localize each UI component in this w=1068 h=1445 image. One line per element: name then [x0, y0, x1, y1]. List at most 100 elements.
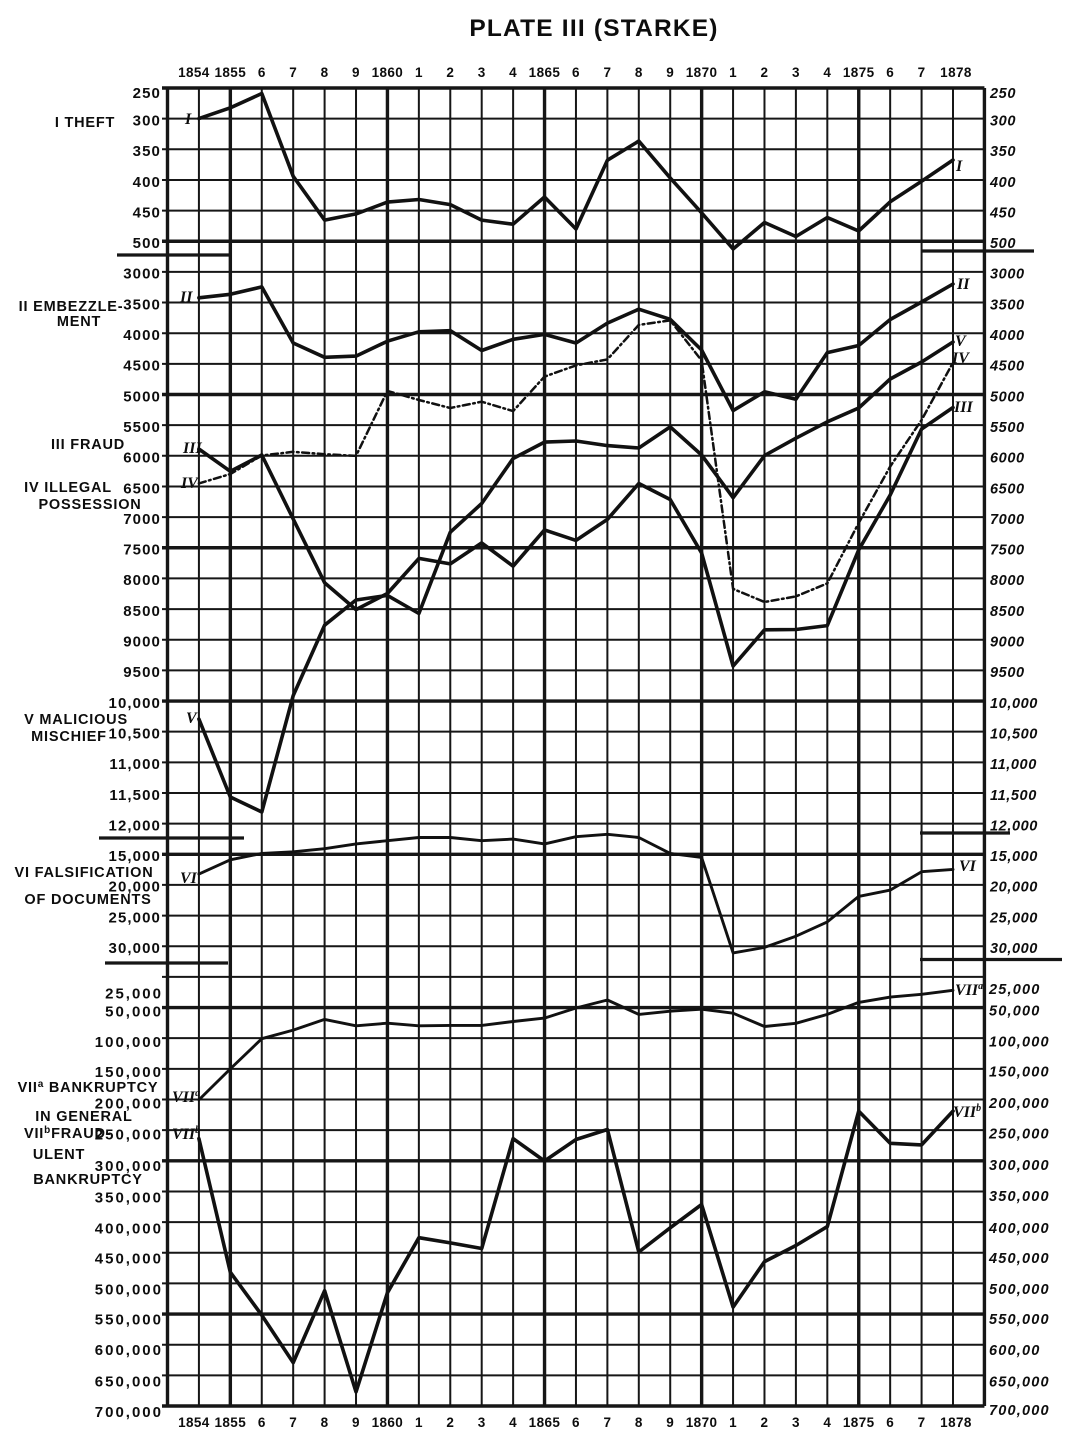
- svg-text:100,000: 100,000: [95, 1034, 163, 1051]
- svg-text:I: I: [184, 111, 192, 128]
- svg-text:VIIa: VIIa: [955, 981, 983, 999]
- svg-text:25,000: 25,000: [988, 982, 1041, 998]
- svg-text:500,000: 500,000: [95, 1282, 163, 1299]
- svg-text:8: 8: [321, 1415, 329, 1430]
- svg-text:7: 7: [289, 1415, 297, 1430]
- svg-text:V: V: [186, 710, 198, 727]
- svg-text:II EMBEZZLE-: II EMBEZZLE-: [19, 299, 124, 315]
- svg-text:9: 9: [666, 1415, 674, 1430]
- svg-text:25,000: 25,000: [105, 986, 163, 1003]
- svg-text:8: 8: [635, 65, 643, 80]
- svg-text:350,000: 350,000: [95, 1190, 163, 1207]
- svg-text:400: 400: [133, 174, 161, 191]
- svg-text:IV: IV: [951, 350, 970, 367]
- svg-text:450: 450: [989, 205, 1016, 221]
- svg-text:III: III: [953, 399, 973, 416]
- svg-text:VIIb: VIIb: [953, 1103, 981, 1121]
- svg-text:VIIbFRAUD-: VIIbFRAUD-: [24, 1125, 111, 1142]
- svg-text:V MALICIOUS: V MALICIOUS: [24, 712, 128, 728]
- svg-text:3: 3: [792, 65, 800, 80]
- svg-text:550,000: 550,000: [989, 1312, 1050, 1328]
- svg-text:10,000: 10,000: [990, 696, 1038, 712]
- svg-text:1875: 1875: [843, 65, 875, 80]
- svg-text:300: 300: [990, 114, 1016, 130]
- svg-text:II: II: [179, 289, 193, 306]
- svg-text:1875: 1875: [843, 1415, 875, 1430]
- svg-text:700,000: 700,000: [95, 1404, 163, 1421]
- svg-text:I: I: [955, 158, 963, 175]
- svg-text:400,000: 400,000: [988, 1221, 1050, 1237]
- svg-text:200,000: 200,000: [988, 1096, 1050, 1112]
- svg-text:350: 350: [990, 144, 1016, 160]
- svg-text:9000: 9000: [123, 634, 161, 651]
- svg-text:8500: 8500: [123, 603, 161, 620]
- svg-text:6: 6: [572, 1415, 580, 1430]
- svg-text:IV ILLEGAL: IV ILLEGAL: [24, 480, 112, 496]
- svg-text:8000: 8000: [990, 573, 1025, 589]
- svg-text:7000: 7000: [990, 512, 1025, 528]
- svg-text:9: 9: [666, 65, 674, 80]
- svg-text:7500: 7500: [123, 542, 161, 559]
- svg-text:IN GENERAL: IN GENERAL: [35, 1109, 132, 1125]
- svg-text:3: 3: [478, 65, 486, 80]
- svg-text:6: 6: [572, 65, 580, 80]
- svg-text:450,000: 450,000: [988, 1251, 1050, 1267]
- svg-text:400: 400: [989, 175, 1016, 191]
- svg-text:12,000: 12,000: [990, 818, 1038, 834]
- svg-text:VIIb: VIIb: [172, 1125, 200, 1143]
- svg-text:1: 1: [415, 65, 423, 80]
- svg-text:25,000: 25,000: [109, 909, 161, 926]
- svg-text:VI FALSIFICATION: VI FALSIFICATION: [14, 865, 153, 881]
- svg-text:VI: VI: [180, 870, 198, 887]
- svg-text:25,000: 25,000: [989, 910, 1038, 926]
- svg-text:3: 3: [478, 1415, 486, 1430]
- svg-text:9000: 9000: [990, 635, 1025, 651]
- svg-text:8000: 8000: [123, 572, 161, 589]
- svg-text:4: 4: [509, 65, 517, 80]
- svg-text:1854: 1854: [178, 65, 210, 80]
- svg-text:600,000: 600,000: [95, 1342, 163, 1359]
- svg-text:50,000: 50,000: [989, 1004, 1041, 1020]
- svg-text:10,000: 10,000: [109, 695, 161, 712]
- svg-text:OF DOCUMENTS: OF DOCUMENTS: [24, 892, 151, 908]
- svg-text:5500: 5500: [990, 420, 1025, 436]
- svg-text:20,000: 20,000: [989, 880, 1038, 896]
- svg-text:500,000: 500,000: [989, 1282, 1050, 1298]
- svg-text:POSSESSION: POSSESSION: [38, 497, 141, 513]
- svg-text:4500: 4500: [123, 358, 161, 375]
- svg-text:350: 350: [133, 143, 161, 160]
- svg-text:ULENT: ULENT: [33, 1147, 85, 1163]
- svg-text:2: 2: [446, 65, 454, 80]
- svg-text:20,000: 20,000: [109, 879, 161, 896]
- svg-text:V: V: [955, 333, 967, 350]
- svg-text:I THEFT: I THEFT: [55, 115, 115, 131]
- svg-text:450,000: 450,000: [95, 1250, 163, 1267]
- svg-text:300: 300: [133, 113, 161, 130]
- svg-text:6: 6: [886, 1415, 894, 1430]
- svg-text:15,000: 15,000: [109, 848, 161, 865]
- svg-text:250: 250: [989, 86, 1016, 102]
- svg-text:4: 4: [823, 65, 831, 80]
- svg-text:150,000: 150,000: [989, 1065, 1050, 1081]
- svg-text:VIIa BANKRUPTCY: VIIa BANKRUPTCY: [18, 1079, 159, 1096]
- svg-text:9500: 9500: [123, 664, 161, 681]
- svg-text:MISCHIEF: MISCHIEF: [31, 729, 107, 745]
- svg-text:1854: 1854: [178, 1415, 210, 1430]
- svg-text:8: 8: [321, 65, 329, 80]
- svg-text:7500: 7500: [990, 543, 1025, 559]
- svg-text:600,00: 600,00: [989, 1343, 1041, 1359]
- svg-text:1860: 1860: [372, 65, 404, 80]
- svg-text:30,000: 30,000: [109, 940, 161, 957]
- svg-text:3500: 3500: [990, 297, 1025, 313]
- svg-text:4: 4: [509, 1415, 517, 1430]
- svg-text:7: 7: [289, 65, 297, 80]
- svg-text:6000: 6000: [990, 451, 1025, 467]
- svg-text:650,000: 650,000: [989, 1375, 1050, 1391]
- svg-text:1855: 1855: [214, 1415, 246, 1430]
- svg-text:300,000: 300,000: [95, 1158, 163, 1175]
- svg-text:3000: 3000: [990, 267, 1025, 283]
- svg-text:4: 4: [823, 1415, 831, 1430]
- svg-text:VI: VI: [959, 858, 977, 875]
- svg-text:10,500: 10,500: [990, 727, 1038, 743]
- svg-text:1855: 1855: [214, 65, 246, 80]
